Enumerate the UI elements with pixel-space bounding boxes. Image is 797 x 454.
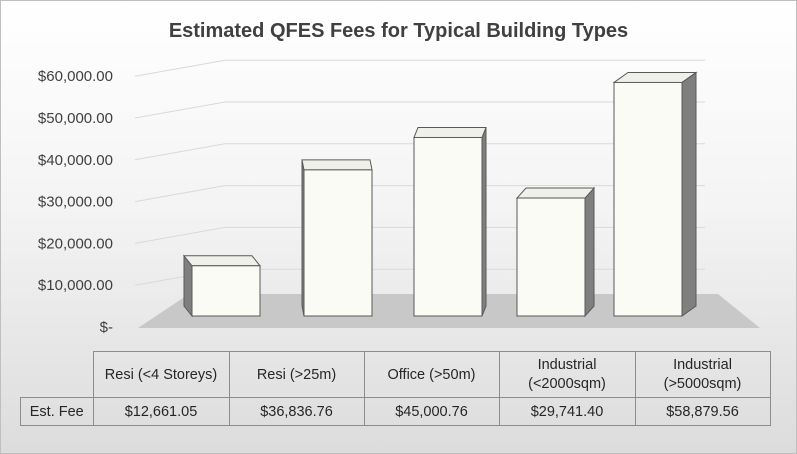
bar-top: [515, 187, 596, 199]
y-axis: $- $10,000.00 $20,000.00 $30,000.00 $40,000.…: [38, 68, 113, 336]
table-corner: [20, 351, 94, 398]
gridline: [134, 101, 705, 119]
data-value: $36,836.76: [228, 397, 365, 426]
gridline: [134, 59, 705, 77]
y-tick-label: $20,000.00: [38, 235, 113, 252]
bar: [182, 254, 262, 318]
y-tick-label: $50,000.00: [38, 110, 113, 127]
bar-front: [413, 136, 483, 317]
y-tick-label: $60,000.00: [38, 68, 113, 85]
category-label: Resi (<4 Storeys): [92, 351, 230, 398]
data-value: $29,741.40: [498, 397, 636, 426]
bars: [182, 71, 698, 318]
gridline: [134, 143, 705, 161]
gridline: [134, 185, 705, 203]
bar: [612, 71, 698, 317]
data-table: Resi (<4 Storeys) Resi (>25m) Office (>5…: [20, 351, 771, 426]
bar: [413, 126, 487, 317]
category-label: Industrial (>5000sqm): [634, 351, 771, 398]
bar-top: [612, 71, 698, 83]
y-tick-label: $10,000.00: [38, 277, 113, 294]
bar: [515, 186, 596, 318]
bar-top: [413, 126, 487, 138]
bar-front: [303, 169, 373, 317]
bar-side: [481, 127, 487, 317]
bar-top: [301, 159, 373, 171]
bar: [301, 159, 373, 317]
bar-front: [613, 81, 683, 317]
category-label: Resi (>25m): [228, 351, 365, 398]
y-tick-label: $30,000.00: [38, 194, 113, 211]
category-label: Office (>50m): [363, 351, 500, 398]
y-tick-label: $-: [100, 319, 113, 336]
bar-side: [681, 71, 697, 317]
bar-side: [584, 186, 595, 318]
bar-front: [191, 265, 261, 317]
bar-front: [516, 197, 586, 317]
data-value: $45,000.76: [363, 397, 500, 426]
data-value: $58,879.56: [634, 397, 771, 426]
category-label: Industrial (<2000sqm): [498, 351, 636, 398]
data-value: $12,661.05: [92, 397, 230, 426]
bar-top: [182, 255, 262, 267]
series-name: Est. Fee: [20, 397, 94, 426]
chart-title: Estimated QFES Fees for Typical Building…: [168, 20, 629, 42]
y-tick-label: $40,000.00: [38, 152, 113, 169]
